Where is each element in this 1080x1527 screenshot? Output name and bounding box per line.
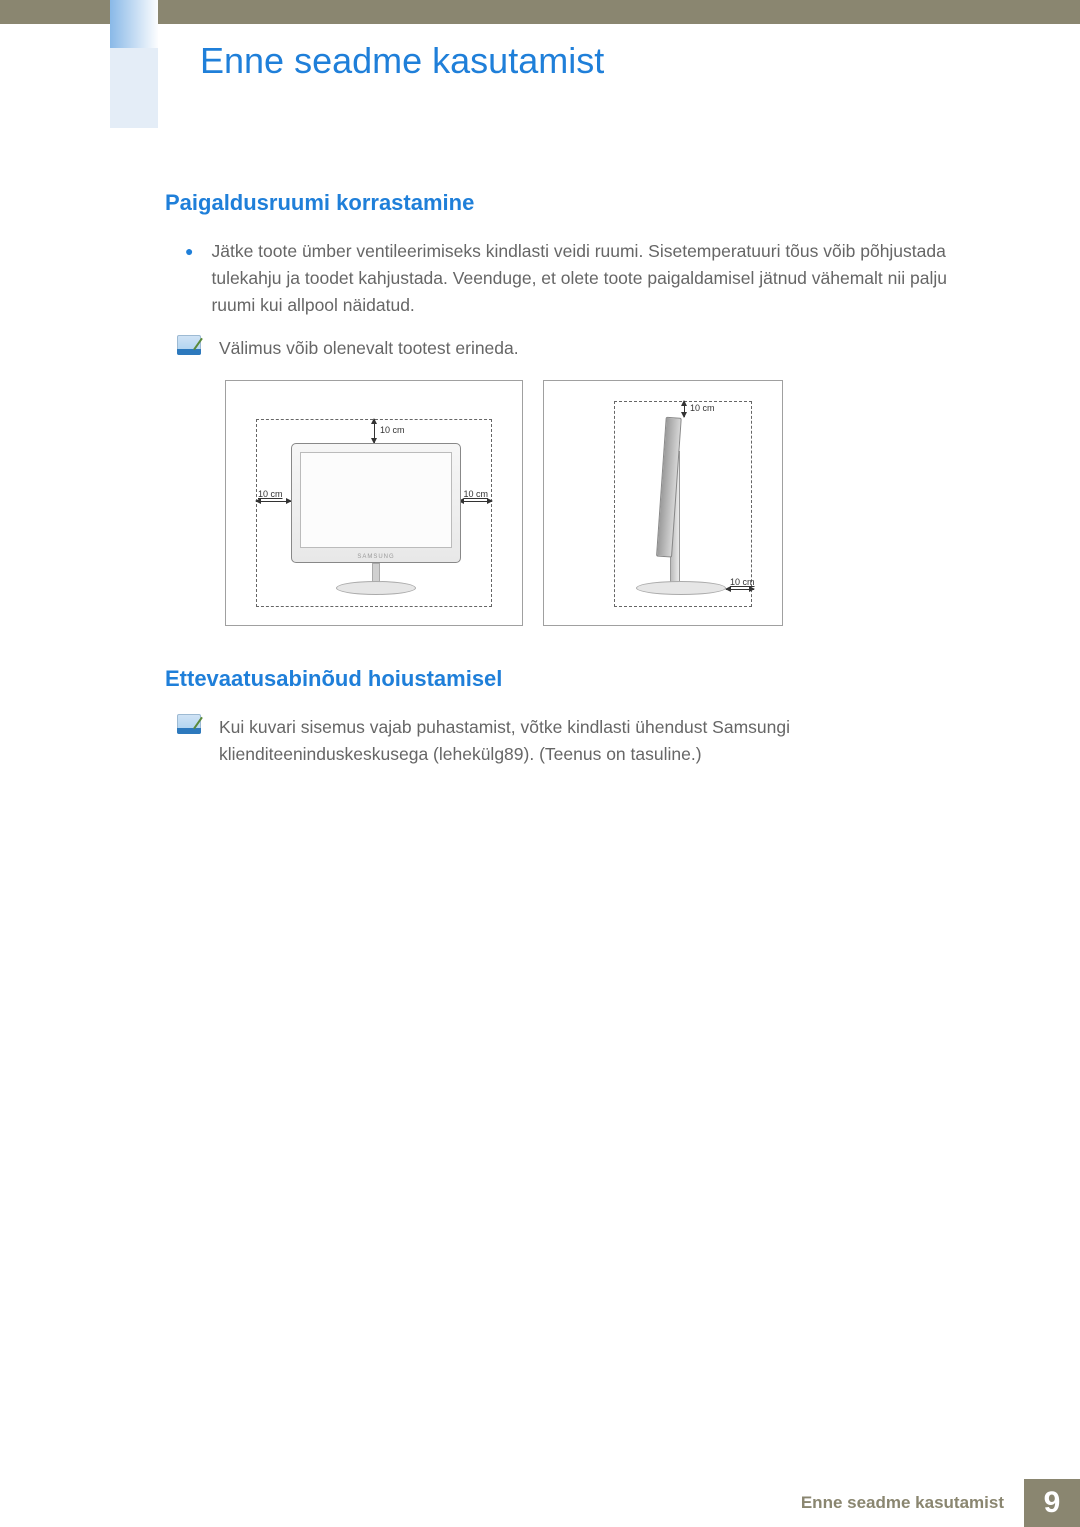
label-left: 10 cm (258, 489, 283, 499)
section1-bullet-row: ● Jätke toote ümber ventileerimiseks kin… (165, 238, 980, 319)
footer-label: Enne seadme kasutamist (781, 1479, 1024, 1527)
section2-heading: Ettevaatusabinõud hoiustamisel (165, 666, 980, 692)
arrow-top (374, 419, 375, 443)
arrow-back-side (726, 589, 754, 590)
arrow-left (256, 501, 291, 502)
monitor-screen (300, 452, 452, 548)
section2-note-row: Kui kuvari sisemus vajab puhastamist, võ… (165, 714, 980, 768)
monitor-front: SAMSUNG (291, 443, 461, 563)
label-top: 10 cm (380, 425, 405, 435)
label-top-side: 10 cm (690, 403, 715, 413)
section1-note-row: Välimus võib olenevalt tootest erineda. (165, 335, 980, 362)
section1-heading: Paigaldusruumi korrastamine (165, 190, 980, 216)
label-right: 10 cm (463, 489, 488, 499)
arrow-right (459, 501, 492, 502)
side-tab-gradient (110, 0, 158, 48)
header-bar (0, 0, 1080, 24)
section2-note-text: Kui kuvari sisemus vajab puhastamist, võ… (219, 714, 980, 768)
note-icon (177, 714, 201, 734)
arrow-top-side (684, 401, 685, 417)
footer-page-number: 9 (1024, 1479, 1080, 1527)
chapter-title: Enne seadme kasutamist (200, 40, 604, 82)
stand-base (336, 581, 416, 595)
stand-neck (372, 563, 380, 583)
side-base (636, 581, 726, 595)
label-back-side: 10 cm (730, 577, 755, 587)
bullet-icon: ● (185, 238, 193, 319)
clearance-diagrams: 10 cm 10 cm 10 cm SAMSUNG 10 cm 10 cm (225, 380, 980, 626)
section1-bullet-text: Jätke toote ümber ventileerimiseks kindl… (211, 238, 980, 319)
note-icon (177, 335, 201, 355)
section2: Ettevaatusabinõud hoiustamisel Kui kuvar… (165, 666, 980, 768)
diagram-side-view: 10 cm 10 cm (543, 380, 783, 626)
diagram-front-view: 10 cm 10 cm 10 cm SAMSUNG (225, 380, 523, 626)
page-content: Paigaldusruumi korrastamine ● Jätke toot… (165, 190, 980, 786)
section1-note-text: Välimus võib olenevalt tootest erineda. (219, 335, 519, 362)
page-footer: Enne seadme kasutamist 9 (0, 1479, 1080, 1527)
monitor-brand: SAMSUNG (292, 554, 460, 560)
